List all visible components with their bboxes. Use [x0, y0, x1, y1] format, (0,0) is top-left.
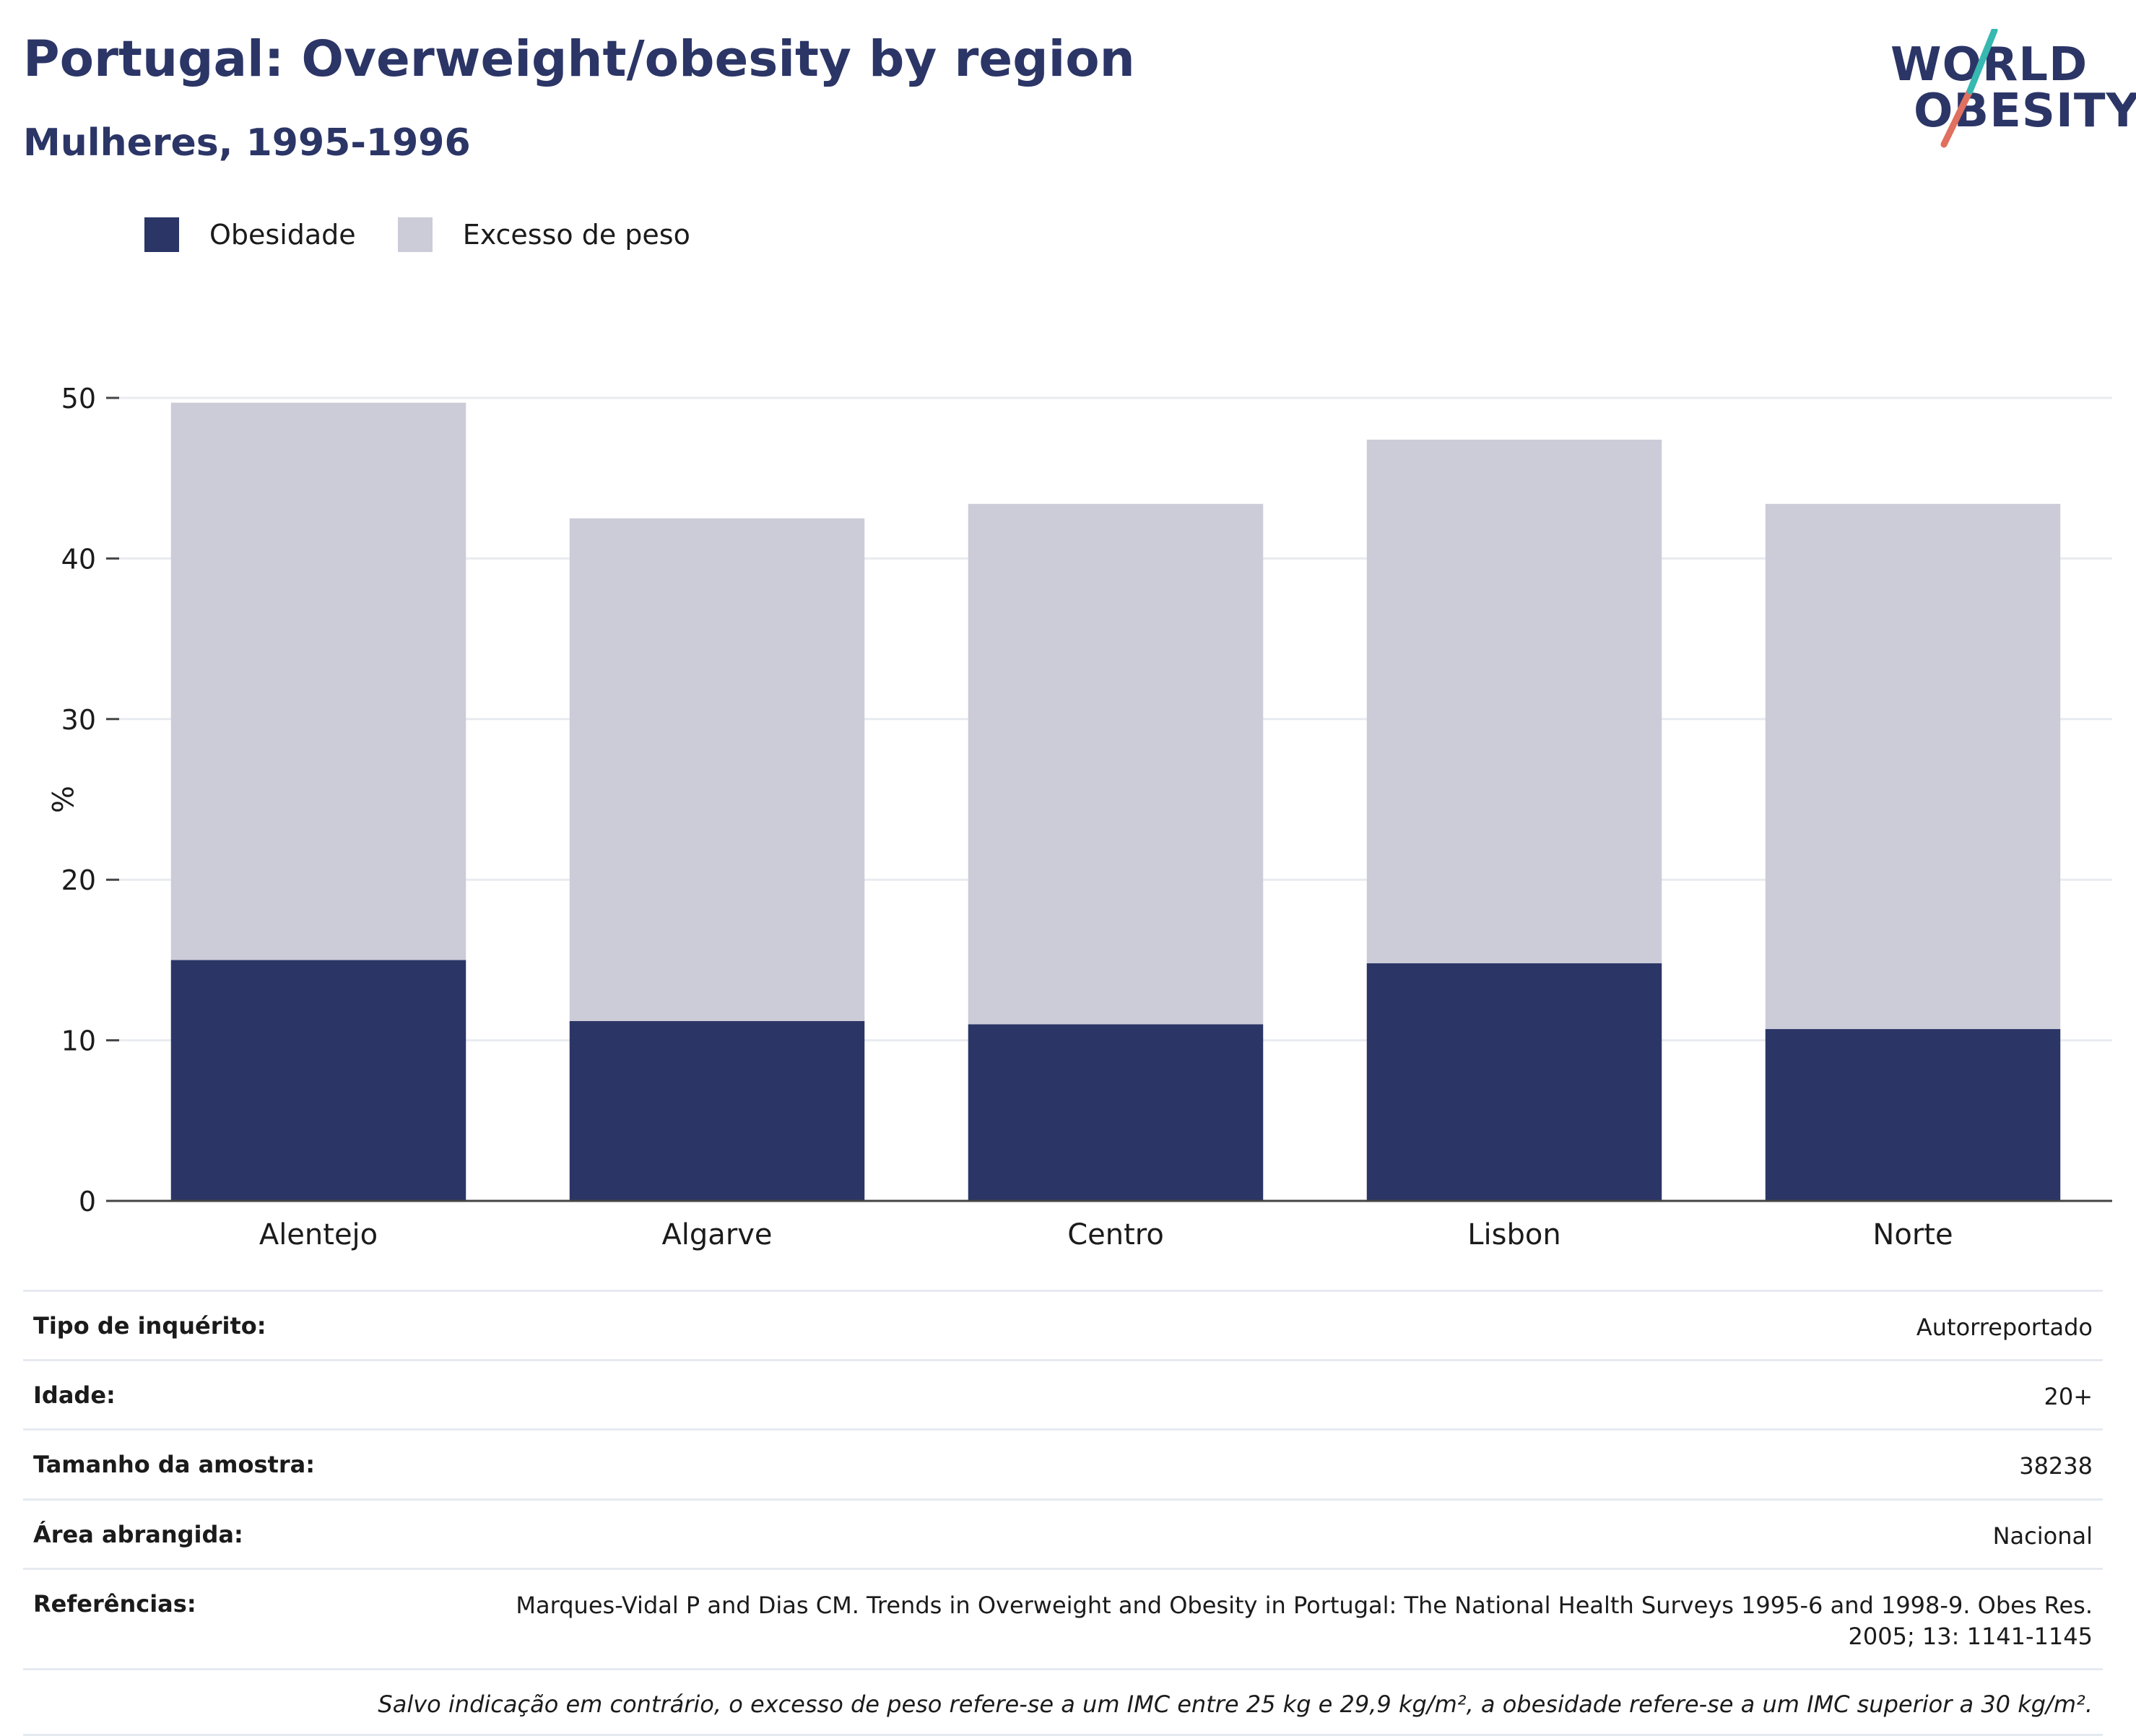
y-tick-label: 40: [61, 543, 96, 575]
x-tick-label: Norte: [1872, 1218, 1953, 1251]
y-tick-label: 30: [61, 704, 96, 736]
chart-title: Portugal: Overweight/obesity by region: [23, 30, 1135, 88]
y-tick-label: 0: [79, 1186, 96, 1218]
y-tick-label: 50: [61, 383, 96, 415]
x-tick-label: Alentejo: [259, 1218, 378, 1251]
bar-obesity-alentejo: [170, 960, 466, 1201]
info-key: Área abrangida:: [33, 1520, 243, 1548]
bar-obesity-centro: [968, 1024, 1264, 1201]
legend-swatch-obesity: [144, 217, 179, 252]
bar-obesity-norte: [1765, 1029, 2061, 1201]
info-value: 20+: [2044, 1383, 2093, 1411]
bar-obesity-algarve: [569, 1020, 865, 1201]
x-tick-label: Lisbon: [1467, 1218, 1560, 1251]
info-key: Tipo de inquérito:: [33, 1312, 266, 1340]
info-key: Idade:: [33, 1381, 116, 1410]
bar-obesity-lisbon: [1366, 963, 1662, 1201]
y-tick-label: 20: [61, 864, 96, 896]
info-value: Marques-Vidal P and Dias CM. Trends in O…: [516, 1591, 2093, 1650]
info-row-sample-size: Tamanho da amostra: 38238: [23, 1428, 2103, 1498]
legend-swatch-overweight: [397, 217, 433, 252]
info-row-age: Idade: 20+: [23, 1359, 2103, 1428]
legend: Obesidade Excesso de peso: [144, 217, 732, 253]
bar-chart: 0 10 20 30 40 50% Alentejo Algarve Centro Lisbon N…: [45, 383, 2112, 1251]
x-tick-label: Algarve: [661, 1218, 772, 1251]
bar-overweight-centro: [968, 503, 1264, 1025]
info-table: Tipo de inquérito: Autorreportado Idade:…: [23, 1290, 2103, 1736]
logo-slash-icon: [1940, 29, 1998, 148]
bmi-definition-note: Salvo indicação em contrário, o excesso …: [23, 1668, 2103, 1736]
y-axis-label: %: [45, 786, 78, 813]
bar-overweight-alentejo: [170, 402, 466, 960]
info-row-survey-type: Tipo de inquérito: Autorreportado: [23, 1290, 2103, 1359]
legend-label-obesity: Obesidade: [209, 219, 356, 251]
bar-overweight-lisbon: [1366, 439, 1662, 963]
y-tick-label: 10: [61, 1025, 96, 1057]
bar-overweight-norte: [1765, 503, 2061, 1030]
info-row-area: Área abrangida: Nacional: [23, 1498, 2103, 1568]
x-tick-label: Centro: [1067, 1218, 1164, 1251]
legend-item-obesity[interactable]: Obesidade: [144, 217, 356, 252]
legend-label-overweight: Excesso de peso: [462, 219, 690, 251]
info-key: Referências:: [33, 1589, 196, 1618]
info-key: Tamanho da amostra:: [33, 1451, 315, 1479]
info-value: Nacional: [1992, 1522, 2093, 1550]
legend-item-overweight[interactable]: Excesso de peso: [397, 217, 690, 252]
bar-overweight-algarve: [569, 518, 865, 1021]
chart-subtitle: Mulheres, 1995-1996: [23, 121, 471, 165]
world-obesity-logo: WORLD OBESITY: [1863, 29, 2136, 152]
info-value: Autorreportado: [1916, 1314, 2093, 1341]
info-row-references: Referências: Marques-Vidal P and Dias CM…: [23, 1567, 2103, 1668]
info-value: 38238: [2019, 1452, 2093, 1480]
